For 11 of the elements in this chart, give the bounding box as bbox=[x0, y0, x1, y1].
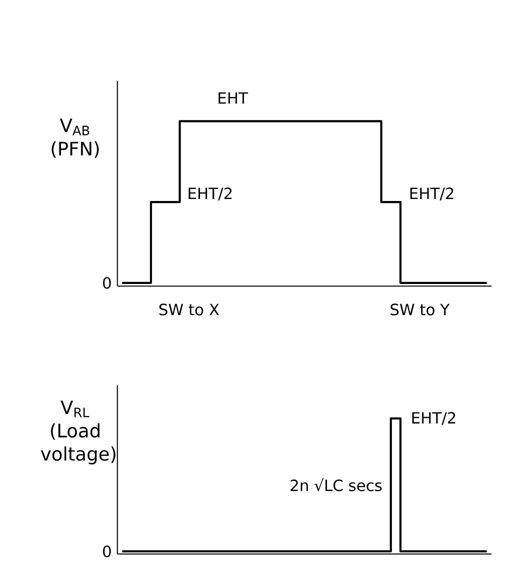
annotation: EHT/2 bbox=[412, 412, 455, 425]
text: EHT bbox=[218, 92, 248, 104]
annotation: 2n √LC secs bbox=[290, 478, 382, 492]
annotation: EHT/2 bbox=[188, 188, 232, 200]
y-axis-title: V$_{RL}$ (Load voltage) bbox=[40, 400, 116, 464]
text: SW to X bbox=[159, 304, 219, 316]
text: 0 bbox=[102, 277, 111, 289]
text: 0 bbox=[102, 545, 111, 558]
text: SW to Y bbox=[390, 304, 450, 316]
annotation: EHT/2 bbox=[410, 188, 454, 200]
y-axis-title: V$_{AB}$ (PFN) bbox=[52, 118, 99, 158]
